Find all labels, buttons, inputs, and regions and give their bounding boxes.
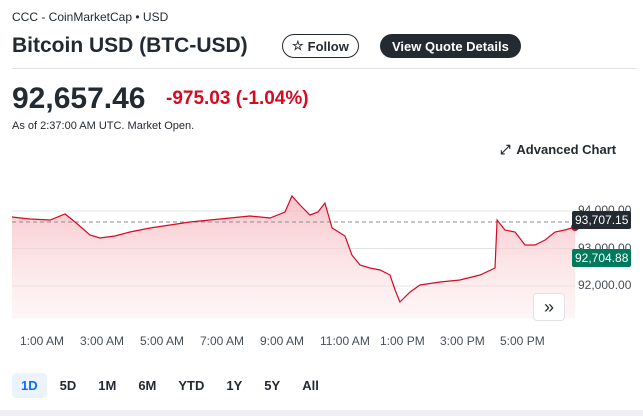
advanced-chart-label: Advanced Chart [516,142,617,157]
range-ytd[interactable]: YTD [178,378,205,393]
source-label: CCC - CoinMarketCap • USD [12,10,169,24]
price-line [11,194,576,304]
range-1d[interactable]: 1D [12,373,47,398]
x-tick-label: 7:00 AM [200,334,245,348]
price-chart[interactable] [0,185,643,325]
expand-icon: ⤢ [500,142,511,157]
range-5d[interactable]: 5D [59,378,77,393]
view-quote-details-button[interactable]: View Quote Details [380,34,521,58]
range-1m[interactable]: 1M [98,378,117,393]
x-tick-label: 1:00 PM [380,334,425,348]
x-tick-label: 9:00 AM [260,334,305,348]
price-change: -975.03 (-1.04%) [166,88,309,109]
x-tick-label: 3:00 AM [80,334,125,348]
follow-label: Follow [307,38,349,54]
footer-bar [0,410,643,416]
double-chevron-right-icon: » [543,296,554,317]
x-tick-label: 3:00 PM [440,334,485,348]
range-1y[interactable]: 1Y [226,378,243,393]
range-all[interactable]: All [302,378,319,393]
price-area [12,196,576,318]
scroll-chart-button[interactable]: » [533,293,565,321]
current-price: 92,657.46 [12,82,146,115]
follow-button[interactable]: ☆ Follow [282,34,359,58]
x-tick-label: 1:00 AM [20,334,65,348]
divider [12,68,637,69]
star-icon: ☆ [292,38,304,53]
y-tick-label: 92,000.00 [578,278,632,292]
range-6m[interactable]: 6M [138,378,157,393]
current-price-label: 92,704.88 [572,249,632,267]
range-selector: 1D 5D 1M 6M YTD 1Y 5Y All [12,373,328,398]
page-title: Bitcoin USD (BTC-USD) [12,34,248,57]
as-of-timestamp: As of 2:37:00 AM UTC. Market Open. [12,120,195,132]
range-5y[interactable]: 5Y [264,378,281,393]
x-tick-label: 5:00 AM [140,334,185,348]
previous-close-label: 93,707.15 [572,211,632,229]
x-tick-label: 5:00 PM [500,334,545,348]
advanced-chart-link[interactable]: ⤢ Advanced Chart [500,142,616,158]
x-tick-label: 11:00 AM [320,334,370,348]
